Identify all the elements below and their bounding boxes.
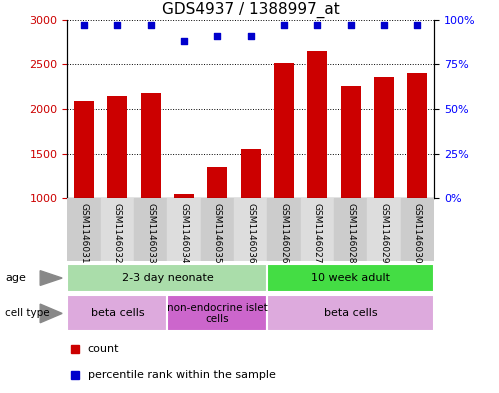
Bar [267, 264, 434, 292]
Text: non-endocrine islet
cells: non-endocrine islet cells [167, 303, 268, 324]
Bar [67, 296, 167, 331]
Bar [267, 198, 301, 261]
Text: GSM1146030: GSM1146030 [413, 204, 422, 264]
Point [280, 22, 288, 28]
Polygon shape [40, 271, 62, 285]
Text: GSM1146031: GSM1146031 [79, 204, 88, 264]
Text: count: count [87, 344, 119, 354]
Bar [67, 264, 267, 292]
Text: 2-3 day neonate: 2-3 day neonate [122, 273, 213, 283]
Bar [134, 198, 167, 261]
Bar [174, 195, 194, 288]
Text: GSM1146036: GSM1146036 [246, 204, 255, 264]
Text: GSM1146033: GSM1146033 [146, 204, 155, 264]
Text: beta cells: beta cells [90, 309, 144, 318]
Bar [101, 198, 134, 261]
Point [147, 22, 155, 28]
Point [414, 22, 422, 28]
Bar [74, 101, 94, 288]
Bar [107, 96, 127, 288]
Bar [234, 198, 267, 261]
Text: GSM1146029: GSM1146029 [380, 204, 389, 264]
Bar [201, 198, 234, 261]
Point [180, 38, 188, 44]
Bar [301, 198, 334, 261]
Polygon shape [40, 304, 62, 323]
Text: GSM1146035: GSM1146035 [213, 204, 222, 264]
Point [80, 22, 88, 28]
Text: age: age [5, 273, 26, 283]
Point [380, 22, 388, 28]
Bar [241, 149, 261, 288]
Bar [367, 198, 401, 261]
Bar [307, 51, 327, 288]
Bar [67, 198, 101, 261]
Bar [208, 167, 228, 288]
Text: beta cells: beta cells [324, 309, 378, 318]
Text: cell type: cell type [5, 309, 49, 318]
Text: percentile rank within the sample: percentile rank within the sample [87, 370, 275, 380]
Bar [401, 198, 434, 261]
Text: GSM1146027: GSM1146027 [313, 204, 322, 264]
Point [214, 33, 222, 39]
Text: GSM1146026: GSM1146026 [279, 204, 288, 264]
Text: GSM1146032: GSM1146032 [113, 204, 122, 264]
Bar [267, 296, 434, 331]
Text: GSM1146028: GSM1146028 [346, 204, 355, 264]
Text: 10 week adult: 10 week adult [311, 273, 390, 283]
Bar [334, 198, 367, 261]
Text: GSM1146034: GSM1146034 [180, 204, 189, 264]
Bar [274, 63, 294, 288]
Bar [167, 296, 267, 331]
Title: GDS4937 / 1388997_at: GDS4937 / 1388997_at [162, 2, 340, 18]
Point [313, 22, 321, 28]
Bar [141, 94, 161, 288]
Point [113, 22, 121, 28]
Bar [408, 73, 428, 288]
Point [247, 33, 254, 39]
Bar [374, 77, 394, 288]
Bar [341, 86, 361, 288]
Point [347, 22, 355, 28]
Bar [167, 198, 201, 261]
